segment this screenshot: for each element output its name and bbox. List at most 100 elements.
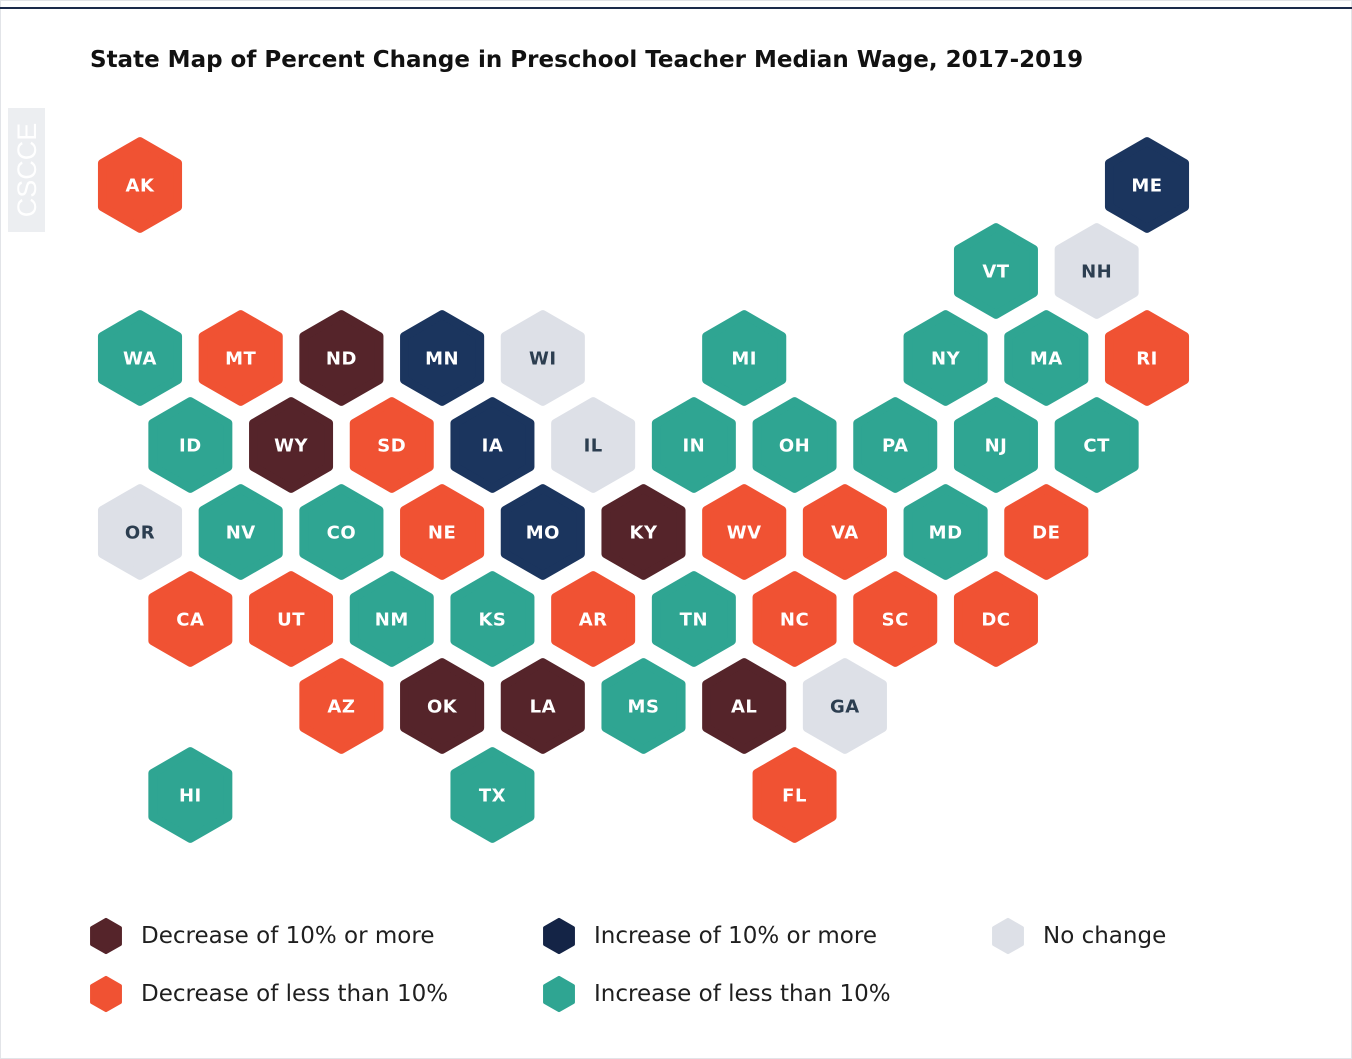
state-label: WI — [529, 349, 557, 370]
state-hex — [400, 658, 485, 754]
state-label: DE — [1032, 523, 1060, 544]
state-label: KY — [630, 523, 658, 544]
state-hex — [97, 484, 183, 580]
state-hex — [198, 484, 283, 580]
state-hex — [249, 397, 334, 493]
state-label: HI — [179, 786, 202, 807]
state-hex — [1004, 484, 1089, 580]
state-hex — [702, 310, 787, 406]
state-hex — [1004, 310, 1089, 406]
state-label: CT — [1083, 436, 1110, 457]
state-hex — [500, 658, 585, 754]
state-label: RI — [1136, 349, 1158, 370]
legend-swatch — [90, 917, 122, 955]
state-hex — [299, 310, 384, 406]
state-label: NJ — [985, 436, 1008, 457]
state-label: LA — [530, 697, 556, 718]
state-hex — [903, 484, 988, 580]
state-hex — [551, 397, 636, 493]
state-label: AR — [579, 610, 608, 631]
state-hex — [349, 397, 434, 493]
state-hex — [802, 658, 887, 754]
state-hex — [752, 571, 837, 667]
state-label: KS — [478, 610, 506, 631]
state-hex — [400, 310, 485, 406]
state-label: NE — [428, 523, 456, 544]
title: State Map of Percent Change in Preschool… — [90, 47, 1083, 73]
state-label: OH — [779, 436, 810, 457]
state-label: WA — [123, 349, 157, 370]
state-hex — [903, 310, 988, 406]
legend: Decrease of 10% or more Decrease of less … — [90, 917, 1166, 1013]
state-hex — [1104, 310, 1190, 406]
state-label: ID — [179, 436, 202, 457]
state-label: WY — [274, 436, 308, 457]
legend-label: No change — [1043, 923, 1166, 949]
state-label: MA — [1030, 349, 1063, 370]
state-hex — [953, 223, 1038, 319]
state-hex — [853, 397, 938, 493]
state-hex — [953, 571, 1038, 667]
state-label: NC — [780, 610, 809, 631]
state-label: NV — [226, 523, 256, 544]
state-label: MD — [929, 523, 963, 544]
state-label: CA — [176, 610, 204, 631]
state-label: MS — [628, 697, 660, 718]
state-label: IA — [482, 436, 504, 457]
state-hex — [97, 137, 183, 233]
state-hex — [853, 571, 938, 667]
state-label: UT — [277, 610, 305, 631]
state-hex — [400, 484, 485, 580]
top-rule — [0, 7, 1352, 9]
state-hex — [500, 310, 585, 406]
watermark-box — [8, 108, 45, 232]
state-label: OR — [125, 523, 155, 544]
state-label: MN — [425, 349, 459, 370]
state-label: IL — [584, 436, 603, 457]
state-hex — [1054, 223, 1139, 319]
state-label: NH — [1081, 262, 1112, 283]
hex-map: AK ME VT NH WA MT ND MN WI MI NY MA RI ID WY SD IA IL IN OH… — [97, 137, 1190, 843]
state-hex — [299, 484, 384, 580]
state-hex — [1104, 137, 1190, 233]
state-label: ME — [1131, 176, 1162, 197]
state-hex — [702, 658, 787, 754]
state-hex — [651, 571, 736, 667]
state-hex — [802, 484, 887, 580]
state-label: DC — [981, 610, 1010, 631]
state-label: WV — [727, 523, 762, 544]
state-label: VT — [982, 262, 1009, 283]
state-label: SD — [377, 436, 406, 457]
state-hex — [601, 658, 686, 754]
state-hex — [450, 571, 535, 667]
state-label: PA — [882, 436, 908, 457]
state-label: AZ — [327, 697, 355, 718]
legend-swatch — [992, 917, 1024, 955]
state-hex — [702, 484, 787, 580]
state-hex — [148, 747, 233, 843]
state-label: CO — [327, 523, 357, 544]
legend-label: Decrease of 10% or more — [141, 923, 434, 949]
state-label: AK — [126, 176, 155, 197]
legend-label: Increase of 10% or more — [594, 923, 877, 949]
state-hex — [953, 397, 1038, 493]
state-label: MI — [731, 349, 757, 370]
state-label: MO — [526, 523, 560, 544]
state-hex — [752, 397, 837, 493]
legend-label: Decrease of less than 10% — [141, 981, 448, 1007]
state-hex — [651, 397, 736, 493]
legend-swatch — [543, 975, 575, 1013]
state-hex — [299, 658, 384, 754]
state-hex — [1054, 397, 1139, 493]
watermark: CSCCE — [12, 123, 42, 218]
legend-swatch — [543, 917, 575, 955]
state-label: VA — [831, 523, 859, 544]
state-label: MT — [225, 349, 256, 370]
state-label: SC — [882, 610, 909, 631]
state-label: ND — [326, 349, 357, 370]
state-hex — [148, 571, 233, 667]
state-hex — [249, 571, 334, 667]
state-label: TX — [479, 786, 506, 807]
state-label: AL — [731, 697, 757, 718]
